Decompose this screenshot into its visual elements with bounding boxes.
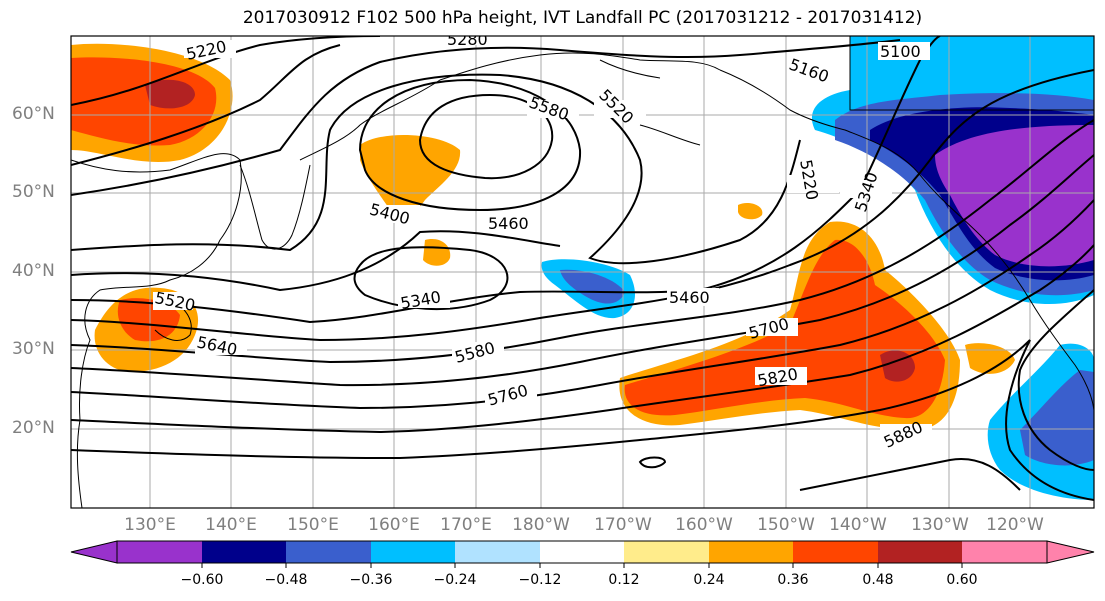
- coastlines: [71, 36, 1094, 508]
- lon-label-120w: 120°W: [986, 515, 1044, 535]
- shading-negative-west-coast: [811, 36, 1094, 305]
- colorbar-tick-label: −0.48: [264, 572, 308, 588]
- map-frame: [70, 35, 1095, 509]
- contour-label-5100: 5100: [880, 42, 921, 61]
- colorbar-tick-label: −0.36: [349, 572, 393, 588]
- lon-label-140w: 140°W: [829, 515, 887, 535]
- contour-label-5460-east: 5460: [669, 288, 710, 307]
- lon-label-130e: 130°E: [124, 515, 176, 535]
- colorbar-tick-label: 0.12: [608, 572, 640, 588]
- shading-positive-sea: [360, 134, 763, 266]
- lon-label-150e: 150°E: [287, 515, 339, 535]
- lon-label-130w: 130°W: [911, 515, 969, 535]
- lon-label-150w: 150°W: [757, 515, 815, 535]
- lon-label-140e: 140°E: [205, 515, 257, 535]
- colorbar-tick-label: −0.12: [518, 572, 562, 588]
- lat-label-60n: 60°N: [12, 104, 55, 124]
- colorbar-tick-label: 0.36: [777, 572, 809, 588]
- colorbar-tick-label: 0.60: [946, 572, 978, 588]
- map-title: 2017030912 F102 500 hPa height, IVT Land…: [242, 8, 923, 28]
- contour-label-5460-mid: 5460: [488, 214, 529, 233]
- lon-label-160w: 160°W: [675, 515, 733, 535]
- shading-negative-pacific: [541, 259, 635, 319]
- colorbar-tick-label: 0.48: [862, 572, 894, 588]
- lon-label-160e: 160°E: [368, 515, 420, 535]
- colorbar-tick-label: −0.24: [433, 572, 477, 588]
- lon-label-180w: 180°W: [512, 515, 570, 535]
- colorbar-tick-label: −0.60: [180, 572, 224, 588]
- lat-label-50n: 50°N: [12, 182, 55, 202]
- lat-label-40n: 40°N: [12, 261, 55, 281]
- colorbar-tick-label: 0.24: [693, 572, 725, 588]
- lon-label-170w: 170°W: [594, 515, 652, 535]
- lat-label-30n: 30°N: [12, 339, 55, 359]
- shading-positive-nw: [71, 43, 233, 163]
- height-contours: [71, 36, 1094, 501]
- lat-label-20n: 20°N: [12, 418, 55, 438]
- lon-label-170e: 170°E: [440, 515, 492, 535]
- contour-label-5280: 5280: [447, 30, 488, 49]
